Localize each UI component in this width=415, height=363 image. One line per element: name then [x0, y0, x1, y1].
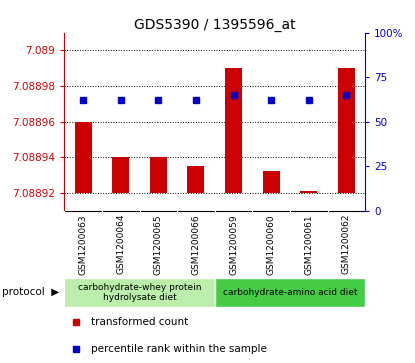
Text: GSM1200061: GSM1200061 [304, 214, 313, 274]
Bar [75, 122, 92, 193]
Text: GSM1200060: GSM1200060 [267, 214, 276, 274]
Bar [338, 68, 355, 193]
Text: GSM1200064: GSM1200064 [116, 214, 125, 274]
Text: carbohydrate-amino acid diet: carbohydrate-amino acid diet [223, 288, 357, 297]
Bar [300, 191, 317, 193]
Bar [263, 171, 280, 193]
Text: carbohydrate-whey protein
hydrolysate diet: carbohydrate-whey protein hydrolysate di… [78, 282, 201, 302]
Text: GSM1200063: GSM1200063 [78, 214, 88, 274]
Bar [225, 68, 242, 193]
Text: GSM1200059: GSM1200059 [229, 214, 238, 274]
Text: percentile rank within the sample: percentile rank within the sample [91, 344, 267, 354]
Bar [188, 166, 205, 193]
Text: GSM1200066: GSM1200066 [191, 214, 200, 274]
Bar [64, 278, 215, 307]
Text: protocol  ▶: protocol ▶ [2, 287, 59, 297]
Bar [215, 278, 365, 307]
Bar [112, 157, 129, 193]
Text: GSM1200062: GSM1200062 [342, 214, 351, 274]
Text: GSM1200065: GSM1200065 [154, 214, 163, 274]
Title: GDS5390 / 1395596_at: GDS5390 / 1395596_at [134, 18, 295, 32]
Text: transformed count: transformed count [91, 318, 189, 327]
Bar [150, 157, 167, 193]
